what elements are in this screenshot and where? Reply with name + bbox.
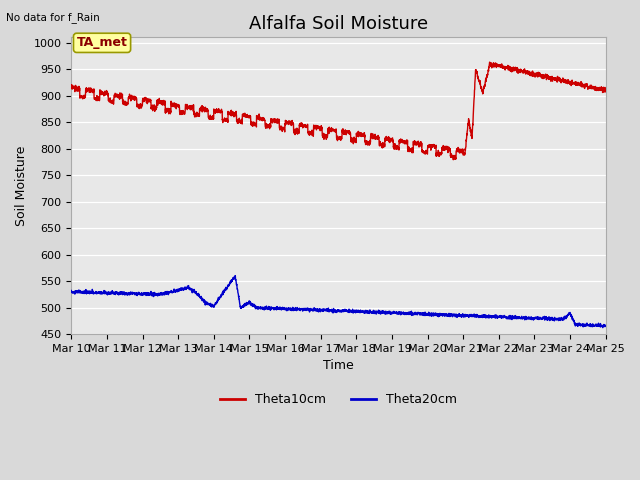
Text: TA_met: TA_met: [77, 36, 127, 49]
Title: Alfalfa Soil Moisture: Alfalfa Soil Moisture: [249, 15, 428, 33]
X-axis label: Time: Time: [323, 360, 354, 372]
Y-axis label: Soil Moisture: Soil Moisture: [15, 145, 28, 226]
Text: No data for f_Rain: No data for f_Rain: [6, 12, 100, 23]
Legend: Theta10cm, Theta20cm: Theta10cm, Theta20cm: [215, 388, 462, 411]
